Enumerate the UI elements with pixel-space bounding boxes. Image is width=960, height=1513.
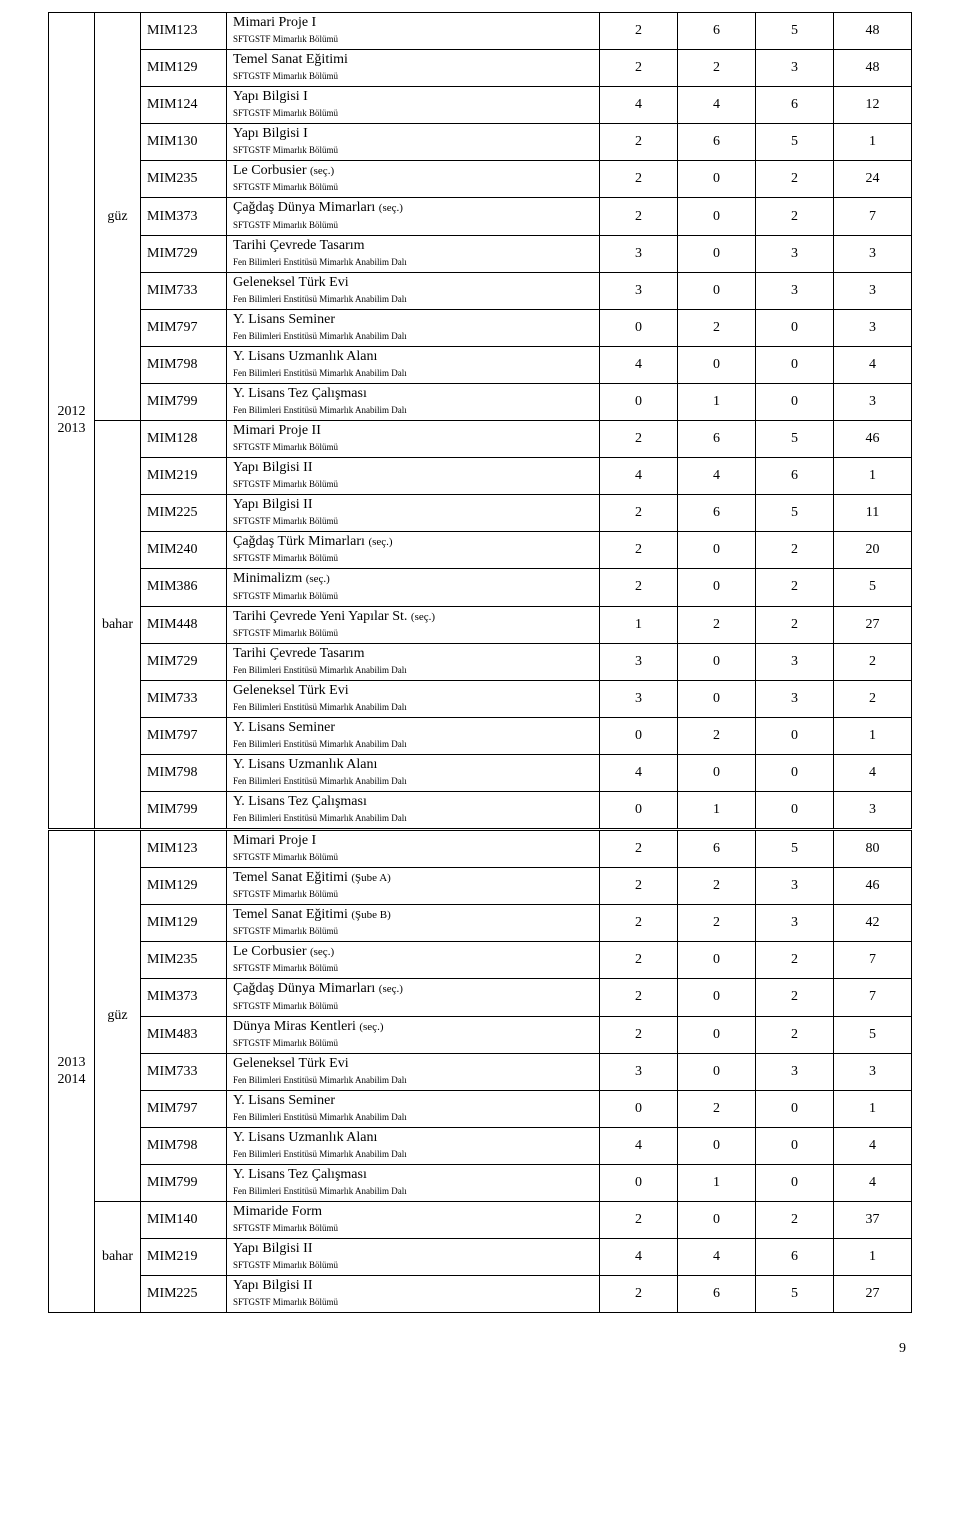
table-row: MIM798 Y. Lisans Uzmanlık AlanıFen Bilim… <box>49 754 912 791</box>
table-row: MIM799 Y. Lisans Tez ÇalışmasıFen Biliml… <box>49 1164 912 1201</box>
table-row: MIM483 Dünya Miras Kentleri (seç.)SFTGST… <box>49 1016 912 1053</box>
semester-cell: bahar <box>95 1202 141 1313</box>
course-code: MIM123 <box>141 13 227 50</box>
table-row: MIM129 Temel Sanat Eğitimi (Şube A)SFTGS… <box>49 868 912 905</box>
course-title: Mimari Proje ISFTGSTF Mimarlık Bölümü <box>227 13 600 50</box>
table-row: MIM799 Y. Lisans Tez ÇalışmasıFen Biliml… <box>49 383 912 420</box>
semester-cell: güz <box>95 830 141 1202</box>
table-row: MIM733 Geleneksel Türk EviFen Bilimleri … <box>49 680 912 717</box>
table-row: MIM448 Tarihi Çevrede Yeni Yapılar St. (… <box>49 606 912 643</box>
table-row: MIM124 Yapı Bilgisi ISFTGSTF Mimarlık Bö… <box>49 87 912 124</box>
table-row: MIM798 Y. Lisans Uzmanlık AlanıFen Bilim… <box>49 346 912 383</box>
courses-table: 20122013 güz MIM123 Mimari Proje ISFTGST… <box>48 12 912 1313</box>
table-row: bahar MIM140 Mimaride FormSFTGSTF Mimarl… <box>49 1202 912 1239</box>
table-row: MIM386 Minimalizm (seç.)SFTGSTF Mimarlık… <box>49 569 912 606</box>
table-row: MIM373 Çağdaş Dünya Mimarları (seç.)SFTG… <box>49 198 912 235</box>
table-row: MIM797 Y. Lisans SeminerFen Bilimleri En… <box>49 717 912 754</box>
table-row: MIM797 Y. Lisans SeminerFen Bilimleri En… <box>49 1090 912 1127</box>
semester-cell: güz <box>95 13 141 421</box>
table-row: MIM729 Tarihi Çevrede TasarımFen Bilimle… <box>49 643 912 680</box>
year-cell: 20122013 <box>49 13 95 830</box>
table-row: bahar MIM128 Mimari Proje IISFTGSTF Mima… <box>49 421 912 458</box>
table-row: MIM798 Y. Lisans Uzmanlık AlanıFen Bilim… <box>49 1127 912 1164</box>
table-row: MIM219 Yapı Bilgisi IISFTGSTF Mimarlık B… <box>49 1239 912 1276</box>
table-row: MIM729 Tarihi Çevrede TasarımFen Bilimle… <box>49 235 912 272</box>
table-row: MIM130 Yapı Bilgisi ISFTGSTF Mimarlık Bö… <box>49 124 912 161</box>
table-row: MIM225 Yapı Bilgisi IISFTGSTF Mimarlık B… <box>49 1276 912 1313</box>
table-row: MIM225 Yapı Bilgisi IISFTGSTF Mimarlık B… <box>49 495 912 532</box>
table-row: MIM733 Geleneksel Türk EviFen Bilimleri … <box>49 272 912 309</box>
table-row: MIM219 Yapı Bilgisi IISFTGSTF Mimarlık B… <box>49 458 912 495</box>
table-row: MIM129 Temel Sanat EğitimiSFTGSTF Mimarl… <box>49 50 912 87</box>
table-row: MIM733 Geleneksel Türk EviFen Bilimleri … <box>49 1053 912 1090</box>
page-number: 9 <box>48 1341 912 1357</box>
table-row: 20122013 güz MIM123 Mimari Proje ISFTGST… <box>49 13 912 50</box>
table-row: MIM373 Çağdaş Dünya Mimarları (seç.)SFTG… <box>49 979 912 1016</box>
table-row: MIM240 Çağdaş Türk Mimarları (seç.)SFTGS… <box>49 532 912 569</box>
table-row: MIM797 Y. Lisans SeminerFen Bilimleri En… <box>49 309 912 346</box>
table-row: MIM235 Le Corbusier (seç.)SFTGSTF Mimarl… <box>49 161 912 198</box>
year-cell: 20132014 <box>49 830 95 1313</box>
table-row: MIM129 Temel Sanat Eğitimi (Şube B)SFTGS… <box>49 905 912 942</box>
semester-cell: bahar <box>95 421 141 830</box>
table-row: MIM235 Le Corbusier (seç.)SFTGSTF Mimarl… <box>49 942 912 979</box>
table-row: MIM799 Y. Lisans Tez ÇalışmasıFen Biliml… <box>49 791 912 829</box>
table-row: 20132014 güz MIM123 Mimari Proje ISFTGST… <box>49 830 912 868</box>
